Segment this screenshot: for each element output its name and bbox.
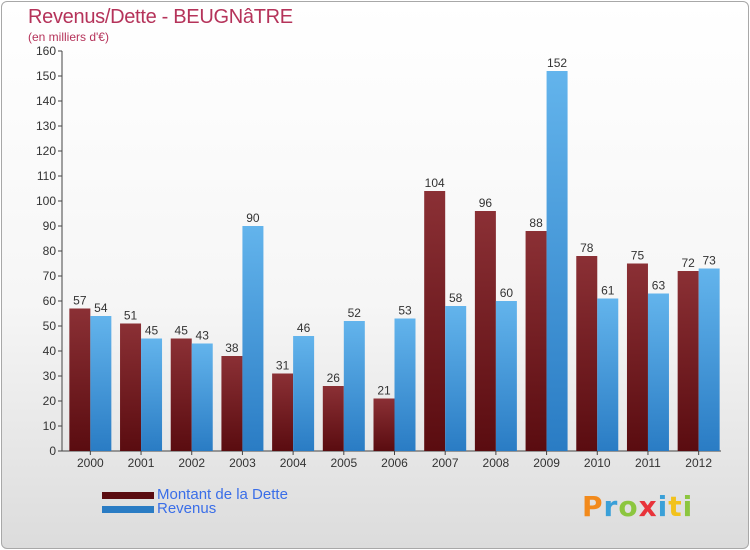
y-tick-label: 140: [36, 94, 56, 108]
y-tick-label: 20: [43, 394, 57, 408]
bar-revenue: [445, 306, 467, 451]
data-label-debt: 45: [175, 324, 189, 338]
data-label-revenue: 152: [547, 56, 567, 70]
data-label-debt: 78: [580, 241, 594, 255]
x-tick-label: 2005: [330, 456, 357, 470]
x-tick-label: 2012: [685, 456, 712, 470]
data-label-debt: 75: [631, 249, 645, 263]
data-label-revenue: 53: [398, 304, 412, 318]
y-tick-label: 50: [43, 319, 57, 333]
chart-subtitle: (en milliers d'€): [28, 30, 109, 44]
data-label-revenue: 63: [652, 279, 666, 293]
x-tick-label: 2011: [635, 456, 661, 470]
data-label-debt: 57: [73, 294, 87, 308]
y-tick-label: 150: [36, 69, 56, 83]
x-tick-label: 2003: [229, 456, 256, 470]
legend-swatch-debt: [102, 492, 154, 499]
y-tick-label: 10: [43, 419, 57, 433]
y-tick-label: 120: [36, 144, 56, 158]
x-tick-label: 2009: [533, 456, 560, 470]
data-label-debt: 21: [377, 384, 391, 398]
data-label-revenue: 60: [500, 286, 514, 300]
x-tick-label: 2001: [128, 456, 155, 470]
data-label-revenue: 52: [348, 306, 362, 320]
bar-revenue: [343, 321, 365, 451]
bar-revenue: [242, 226, 264, 451]
bar-debt: [322, 386, 344, 451]
y-tick-label: 110: [37, 169, 56, 183]
data-label-debt: 96: [479, 196, 493, 210]
x-tick-label: 2002: [178, 456, 205, 470]
x-tick-label: 2006: [381, 456, 408, 470]
data-label-debt: 104: [425, 176, 445, 190]
bar-debt: [626, 263, 648, 451]
data-label-revenue: 90: [246, 211, 260, 225]
legend-swatch-revenue: [102, 506, 154, 513]
y-tick-label: 40: [43, 344, 57, 358]
y-tick-label: 130: [36, 119, 56, 133]
data-labels: 57 54 51 45 45 43 38 90 31 46 26 52 21 53 104 58 96 60 88 1…: [73, 56, 716, 398]
data-label-revenue: 54: [94, 301, 108, 315]
x-tick-label: 2004: [280, 456, 307, 470]
data-label-debt: 31: [276, 359, 290, 373]
data-label-revenue: 43: [196, 329, 210, 343]
x-tick-label: 2007: [432, 456, 459, 470]
y-tick-label: 60: [43, 294, 57, 308]
bar-debt: [120, 323, 142, 451]
bar-debt: [221, 356, 243, 451]
bar-revenue: [90, 316, 112, 451]
data-label-revenue: 73: [702, 254, 716, 268]
bar-debt: [69, 308, 91, 451]
bar-revenue: [597, 298, 619, 451]
data-label-debt: 51: [124, 309, 138, 323]
x-tick-label: 2008: [483, 456, 510, 470]
data-label-debt: 72: [681, 256, 695, 270]
y-tick-label: 100: [36, 194, 56, 208]
bar-revenue: [698, 268, 720, 451]
bar-debt: [272, 373, 294, 451]
bar-debt: [424, 191, 446, 451]
bar-debt: [576, 256, 598, 451]
bar-revenue: [141, 338, 163, 451]
x-tick-label: 2000: [77, 456, 104, 470]
y-tick-label: 70: [43, 269, 57, 283]
bar-revenue: [546, 71, 568, 451]
data-label-revenue: 46: [297, 321, 311, 335]
x-tick-label: 2010: [584, 456, 611, 470]
y-tick-label: 160: [36, 44, 56, 58]
legend-label-debt: Montant de la Dette: [157, 486, 288, 503]
bar-debt: [373, 398, 395, 451]
bar-revenue: [191, 343, 213, 451]
bar-revenue: [394, 318, 416, 451]
bar-debt: [525, 231, 547, 451]
bar-debt: [474, 211, 496, 451]
bar-debt: [677, 271, 699, 451]
bar-revenue: [647, 293, 669, 451]
bar-revenue: [293, 336, 315, 451]
bar-debt: [170, 338, 192, 451]
data-label-debt: 88: [529, 216, 543, 230]
chart-title: Revenus/Dette - BEUGNâTRE: [28, 6, 293, 28]
y-tick-label: 0: [49, 444, 56, 458]
proxiti-logo: Proxiti: [582, 490, 694, 523]
data-label-debt: 38: [225, 341, 239, 355]
data-label-revenue: 61: [601, 284, 615, 298]
y-tick-label: 80: [43, 244, 57, 258]
legend-label-revenue: Revenus: [157, 500, 217, 517]
data-label-revenue: 45: [145, 324, 159, 338]
y-tick-label: 30: [43, 369, 57, 383]
bars: [69, 71, 720, 451]
y-tick-label: 90: [43, 219, 57, 233]
data-label-revenue: 58: [449, 291, 463, 305]
data-label-debt: 26: [327, 371, 341, 385]
bar-revenue: [495, 301, 517, 451]
